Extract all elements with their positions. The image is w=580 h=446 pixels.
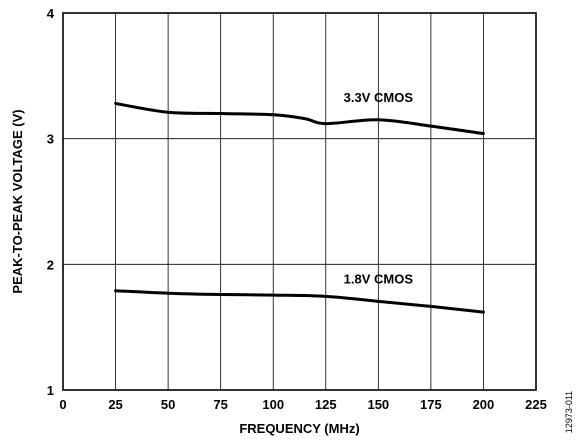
x-tick-label-0: 0 bbox=[59, 397, 66, 412]
x-tick-label-200: 200 bbox=[473, 397, 495, 412]
series-label-1-8v-cmos: 1.8V CMOS bbox=[344, 271, 414, 286]
plot-frame bbox=[62, 12, 537, 391]
x-tick-label-125: 125 bbox=[315, 397, 337, 412]
x-axis-title: FREQUENCY (MHz) bbox=[239, 421, 359, 436]
series-lines bbox=[114, 102, 485, 314]
y-tick-label-1: 1 bbox=[47, 383, 54, 398]
y-tick-label-4: 4 bbox=[47, 6, 55, 21]
grid-lines bbox=[63, 13, 536, 390]
x-tick-label-75: 75 bbox=[213, 397, 227, 412]
series-line-3-3v-cmos bbox=[114, 102, 485, 136]
y-tick-label-3: 3 bbox=[47, 132, 54, 147]
y-tick-label-2: 2 bbox=[47, 257, 54, 272]
x-tick-label-100: 100 bbox=[262, 397, 284, 412]
y-axis-title: PEAK-TO-PEAK VOLTAGE (V) bbox=[10, 109, 25, 293]
x-tick-label-25: 25 bbox=[108, 397, 122, 412]
x-tick-labels: 0 25 50 75 100 125 150 175 200 225 bbox=[59, 397, 546, 412]
x-tick-label-175: 175 bbox=[420, 397, 442, 412]
series-label-3-3v-cmos: 3.3V CMOS bbox=[344, 90, 414, 105]
x-tick-label-225: 225 bbox=[525, 397, 547, 412]
y-tick-labels: 1 2 3 4 bbox=[47, 6, 55, 398]
x-tick-label-50: 50 bbox=[161, 397, 175, 412]
figure-id: 12973-011 bbox=[564, 391, 574, 433]
series-labels: 3.3V CMOS 1.8V CMOS bbox=[344, 90, 414, 287]
series-line-1-8v-cmos bbox=[114, 289, 485, 314]
x-tick-label-150: 150 bbox=[367, 397, 389, 412]
